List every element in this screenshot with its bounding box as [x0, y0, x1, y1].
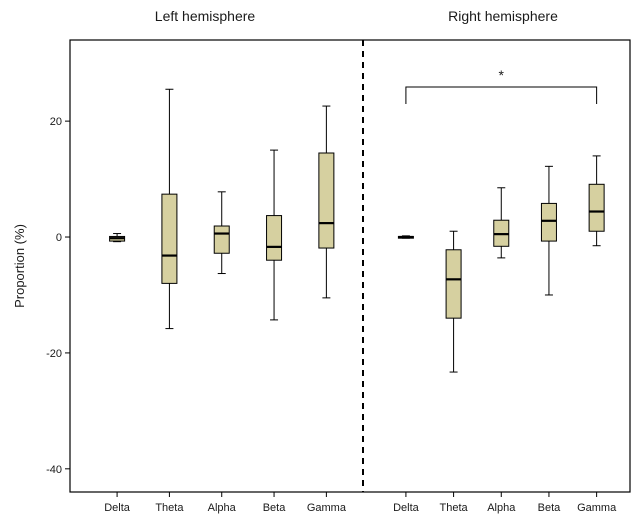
- x-tick-label: Alpha: [208, 502, 237, 514]
- box-iqr: [318, 152, 335, 249]
- x-tick-label: Theta: [155, 502, 184, 514]
- y-tick-label: 20: [50, 116, 62, 128]
- x-tick-label: Delta: [104, 502, 131, 514]
- significance-star: *: [499, 67, 505, 83]
- box-left-beta: [266, 149, 283, 321]
- box-left-theta: [161, 88, 178, 330]
- y-tick-label: -40: [46, 464, 62, 476]
- bracket-line: [405, 86, 598, 104]
- annotations: *: [405, 67, 598, 104]
- x-tick-label: Beta: [538, 502, 562, 514]
- panel-title-right: Right hemisphere: [448, 8, 558, 24]
- x-tick-label: Gamma: [577, 502, 617, 514]
- x-tick-label: Alpha: [487, 502, 516, 514]
- x-tick-label: Beta: [263, 502, 287, 514]
- x-axis: Delta Theta Alpha Beta Gamma Delta Theta Alpha B…: [104, 492, 617, 514]
- box-left-alpha: [213, 191, 230, 275]
- box-iqr: [161, 193, 178, 284]
- plot-frame: [69, 39, 631, 493]
- x-tick-label: Delta: [393, 502, 420, 514]
- plot-border: [69, 39, 631, 493]
- y-tick-label: -20: [46, 348, 62, 360]
- box-right-gamma: [588, 155, 605, 247]
- y-tick-label: 0: [56, 232, 62, 244]
- box-right-delta: [397, 235, 414, 239]
- box-iqr: [540, 202, 557, 242]
- box-iqr: [266, 215, 283, 261]
- significance-bracket: *: [405, 67, 598, 104]
- box-right-theta: [445, 230, 462, 373]
- y-axis-label: Proportion (%): [12, 224, 27, 308]
- box-right-beta: [540, 165, 557, 296]
- panel-title-left: Left hemisphere: [155, 8, 256, 24]
- box-left-gamma: [318, 105, 335, 299]
- x-tick-label: Gamma: [307, 502, 347, 514]
- x-tick-label: Theta: [440, 502, 469, 514]
- box-iqr: [445, 249, 462, 319]
- boxes: [109, 88, 605, 373]
- box-iqr: [588, 183, 605, 232]
- panel-titles: Left hemisphere Right hemisphere: [155, 8, 558, 24]
- box-iqr: [213, 225, 230, 254]
- box-right-alpha: [493, 187, 510, 259]
- box-left-delta: [109, 233, 126, 243]
- y-axis: 20 0 -20 -40 Proportion (%): [12, 116, 70, 476]
